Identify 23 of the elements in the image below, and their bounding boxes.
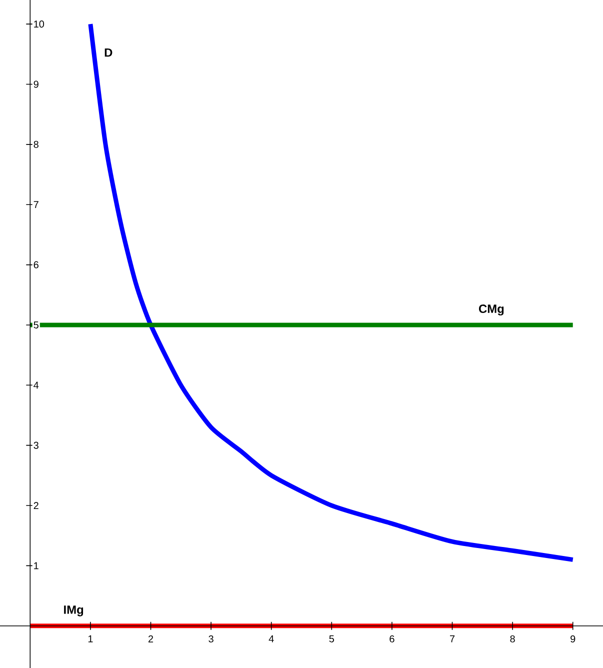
series-label: CMg (478, 304, 504, 316)
x-tick-label: 6 (390, 635, 394, 642)
y-tick-label: 2 (34, 502, 38, 509)
line-series (88, 22, 576, 562)
y-tick-label: 7 (34, 201, 38, 208)
y-tick-label: 8 (34, 140, 38, 148)
y-tick-label: 6 (34, 261, 38, 268)
x-tick-label: 8 (510, 635, 515, 642)
y-tick-label: 10 (34, 20, 44, 28)
x-tick-label: 2 (148, 635, 154, 642)
x-tick-label: 1 (88, 635, 93, 642)
series-label: D (104, 48, 112, 57)
y-tick-label: 5 (34, 321, 38, 328)
y-tick-label: 9 (34, 80, 38, 88)
series-label: IMg (64, 606, 84, 616)
x-tick-label: 5 (329, 635, 334, 642)
y-tick-label: 3 (34, 442, 38, 449)
x-tick-label: 9 (570, 635, 576, 642)
y-tick-label: 4 (34, 382, 39, 389)
x-tick-label: 3 (208, 635, 214, 642)
y-tick-label: 1 (34, 562, 38, 570)
x-tick-label: 7 (450, 635, 455, 642)
x-tick-label: 4 (268, 635, 274, 642)
